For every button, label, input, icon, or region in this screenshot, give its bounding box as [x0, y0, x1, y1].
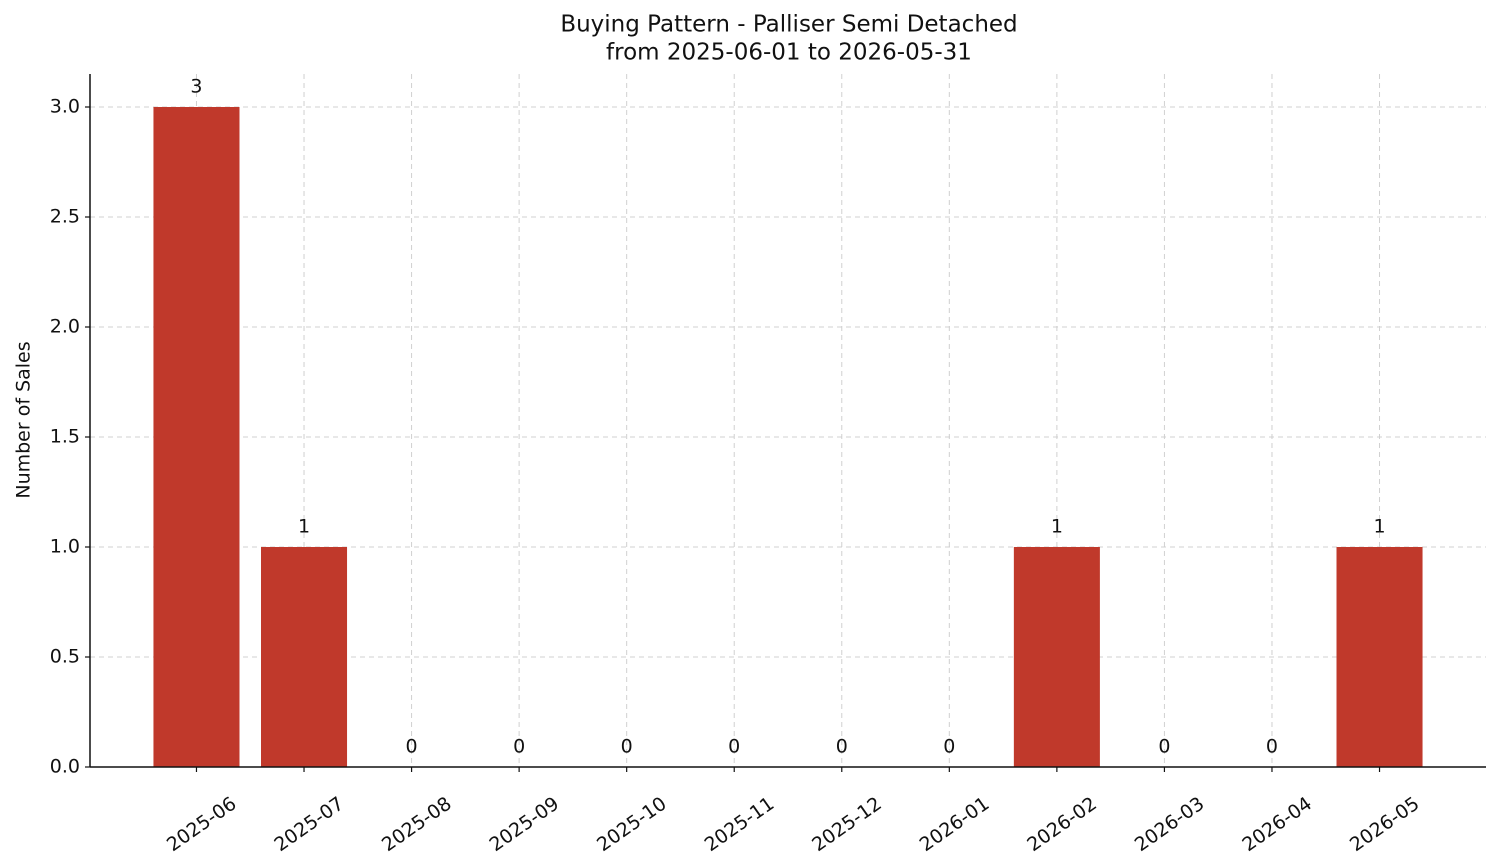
- x-tick-label: 2025-09: [485, 793, 563, 857]
- x-tick-label: 2025-08: [378, 793, 456, 857]
- bar: [1336, 547, 1423, 767]
- data-label: 1: [1373, 516, 1385, 538]
- data-label: 0: [406, 736, 418, 758]
- bar: [261, 547, 348, 767]
- chart-title: Buying Pattern - Palliser Semi Detached: [560, 12, 1017, 38]
- x-tick-label: 2025-11: [701, 793, 779, 857]
- bar: [153, 107, 240, 767]
- data-label: 0: [1158, 736, 1170, 758]
- data-label: 0: [513, 736, 525, 758]
- x-tick-label: 2026-02: [1023, 793, 1101, 857]
- data-label: 1: [298, 516, 310, 538]
- x-tick-label: 2025-10: [593, 793, 671, 857]
- y-tick-label: 0.0: [50, 756, 80, 778]
- y-tick-label: 2.5: [50, 206, 80, 228]
- data-label: 0: [621, 736, 633, 758]
- x-tick-label: 2025-07: [270, 793, 348, 857]
- data-label: 0: [836, 736, 848, 758]
- x-tick-label: 2026-04: [1238, 793, 1316, 857]
- y-axis-label: Number of Sales: [13, 341, 35, 498]
- x-tick-label: 2025-06: [163, 793, 241, 857]
- x-tick-label: 2026-05: [1346, 793, 1424, 857]
- bar: [1013, 547, 1100, 767]
- x-tick-label: 2026-01: [916, 793, 994, 857]
- data-label: 0: [728, 736, 740, 758]
- chart-subtitle: from 2025-06-01 to 2026-05-31: [606, 40, 972, 66]
- y-tick-label: 0.5: [50, 646, 80, 668]
- data-label: 0: [943, 736, 955, 758]
- x-tick-label: 2026-03: [1131, 793, 1209, 857]
- y-tick-label: 2.0: [50, 316, 80, 338]
- x-tick-label: 2025-12: [808, 793, 886, 857]
- y-tick-label: 1.5: [50, 426, 80, 448]
- y-tick-label: 3.0: [50, 96, 80, 118]
- y-tick-label: 1.0: [50, 536, 80, 558]
- data-label: 1: [1051, 516, 1063, 538]
- data-label: 0: [1266, 736, 1278, 758]
- data-label: 3: [190, 76, 202, 98]
